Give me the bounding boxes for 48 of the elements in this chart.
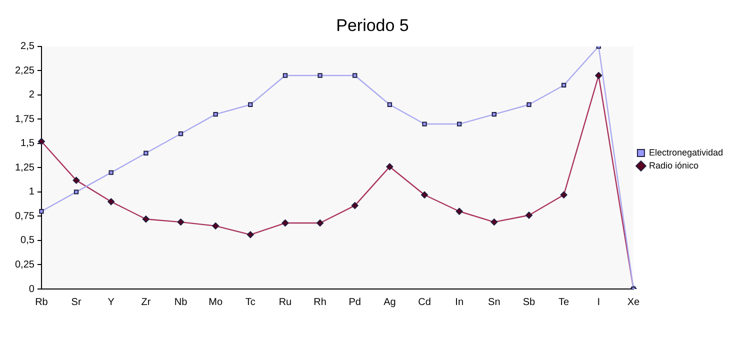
point [457, 122, 462, 126]
point [74, 190, 79, 194]
x-tick-label: Sr [71, 296, 82, 308]
point [108, 170, 114, 175]
y-tick-label: 2,25 [14, 65, 35, 76]
legend-label: Electronegatividad [648, 147, 724, 158]
point [526, 102, 532, 107]
x-tick-label: Cd [418, 296, 431, 308]
chart-title: Periodo 5 [336, 16, 409, 35]
y-tick-label: 2 [28, 90, 35, 101]
x-tick-label: Sb [522, 296, 536, 308]
x-tick-label: Mo [208, 296, 223, 308]
y-tick-label: 2,5 [20, 41, 35, 52]
x-tick-label: Sn [488, 296, 500, 308]
x-tick-label: Rh [314, 296, 326, 308]
point [178, 131, 184, 136]
x-tick-label: Nb [174, 296, 188, 308]
x-tick-label: Ru [278, 296, 292, 308]
x-tick-label: Zr [141, 296, 152, 308]
y-tick-label: 0 [28, 284, 35, 295]
point [422, 122, 427, 126]
point [39, 209, 44, 214]
x-tick-label: Tc [245, 296, 256, 308]
x-tick-label: In [455, 296, 464, 308]
x-tick-label: Te [558, 296, 570, 308]
point [387, 102, 392, 107]
point [352, 73, 358, 78]
point [213, 112, 218, 117]
y-tick-label: 1 [28, 186, 35, 198]
y-tick-label: 0,5 [20, 235, 35, 246]
point [492, 112, 496, 117]
y-tick-label: 1,5 [20, 138, 35, 150]
x-tick-label: Rb [35, 296, 48, 308]
point [318, 73, 322, 78]
point [144, 150, 148, 156]
y-tick-label: 0,25 [14, 259, 35, 270]
point [282, 73, 288, 78]
x-tick-label: Y [108, 296, 115, 308]
x-tick-label: Pd [348, 296, 361, 308]
x-tick-label: Xe [627, 296, 640, 308]
point [561, 82, 566, 88]
x-tick-label: Ag [384, 296, 396, 308]
legend-label: Radio iónico [648, 160, 698, 170]
y-tick-label: 1,25 [14, 162, 35, 174]
point [248, 102, 253, 107]
y-tick-label: 1,75 [14, 114, 35, 125]
x-tick-label: I [597, 296, 600, 308]
y-tick-label: 0,75 [14, 210, 35, 222]
